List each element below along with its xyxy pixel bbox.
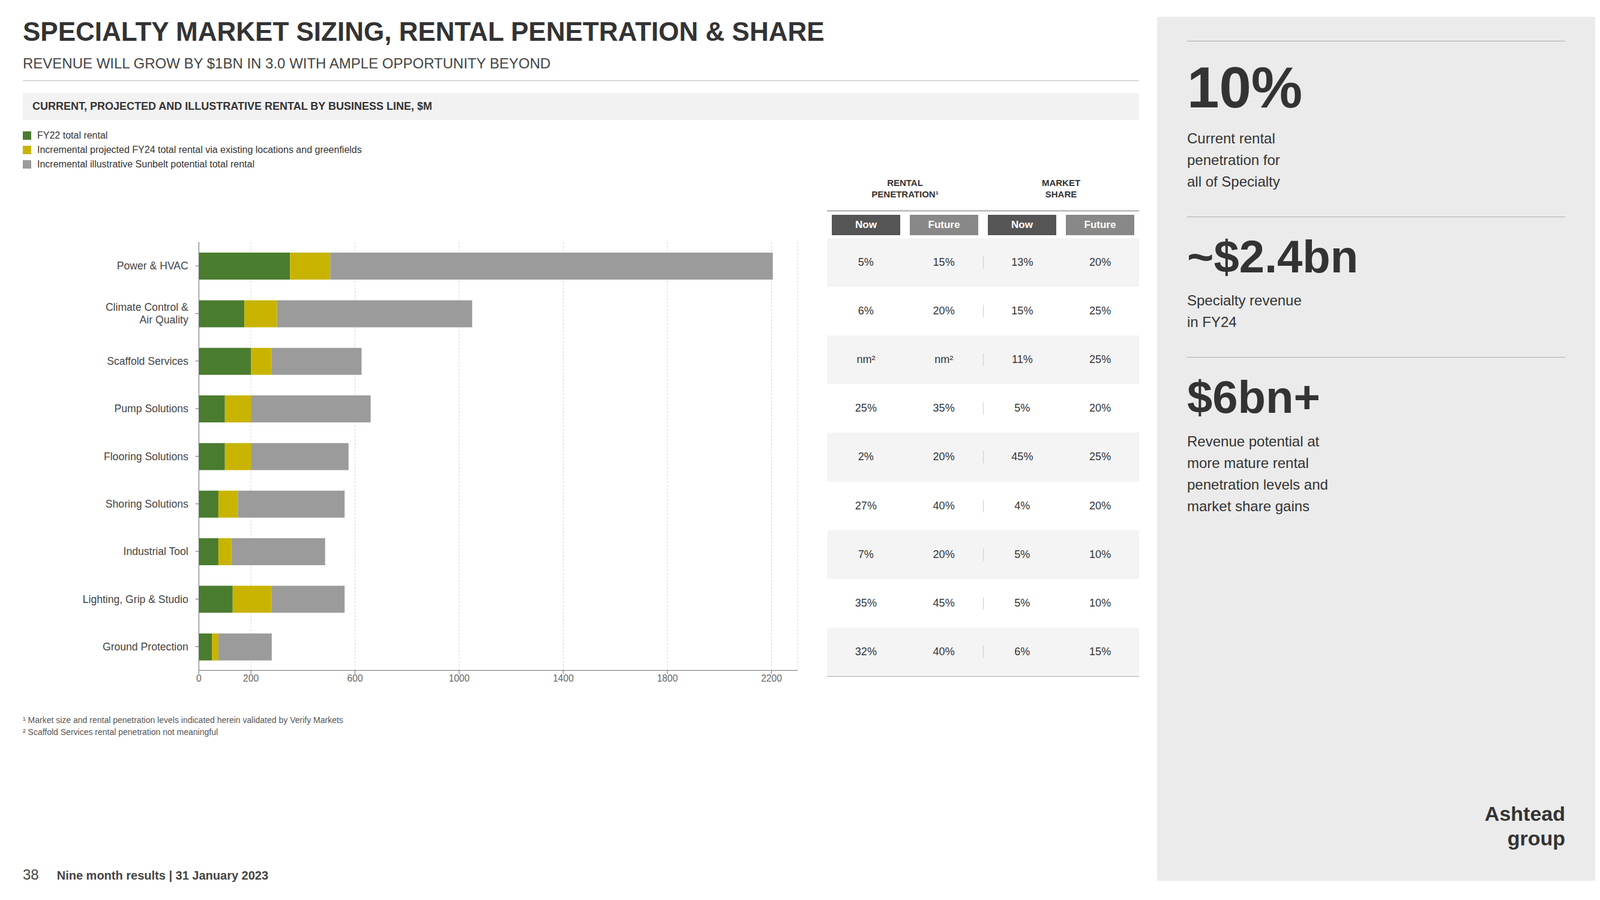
html-text:nm²: nm²: [934, 353, 954, 366]
html-text:6%: 6%: [858, 304, 874, 317]
html-text:$6bn+: $6bn+: [1187, 371, 1321, 423]
svg-text:600: 600: [347, 673, 364, 684]
svg-text:Lighting, Grip & Studio: Lighting, Grip & Studio: [82, 593, 189, 606]
svg-text:2200: 2200: [760, 673, 782, 684]
html-text:38: 38: [22, 866, 39, 883]
html-text:nm²: nm²: [856, 353, 876, 366]
html-text:Incremental projected FY24 tot: Incremental projected FY24 total rental …: [37, 144, 362, 155]
svg-text:Climate Control &Air Quality: Climate Control &Air Quality: [105, 301, 189, 326]
html-text:20%: 20%: [932, 304, 955, 317]
html-text:Ashtead group: Ashtead group: [1484, 802, 1566, 850]
html-text:20%: 20%: [932, 548, 955, 561]
html-text:35%: 35%: [932, 402, 955, 415]
html-text:15%: 15%: [1089, 645, 1111, 658]
svg-text:Power & HVAC: Power & HVAC: [117, 259, 189, 272]
html-text:CURRENT, PROJECTED AND ILLUSTR: CURRENT, PROJECTED AND ILLUSTRATIVE RENT…: [32, 100, 433, 113]
html-text:Nine month results | 31 Januar: Nine month results | 31 January 2023: [56, 869, 269, 883]
html-text:² Scaffold Services rental pen: ² Scaffold Services rental penetration n…: [22, 727, 218, 737]
html-text:20%: 20%: [1089, 402, 1111, 415]
html-text:Future: Future: [1084, 218, 1116, 231]
html-text:Specialty revenue in FY24: Specialty revenue in FY24: [1187, 292, 1302, 331]
html-text:FY22 total rental: FY22 total rental: [37, 130, 108, 141]
svg-text:Scaffold Services: Scaffold Services: [106, 355, 189, 368]
html-text:32%: 32%: [855, 645, 877, 658]
html-text:Now: Now: [855, 218, 877, 231]
html-text:5%: 5%: [858, 256, 874, 269]
html-text:15%: 15%: [1011, 304, 1034, 317]
html-text:Incremental illustrative Sunbe: Incremental illustrative Sunbelt potenti…: [37, 159, 255, 170]
html-text:Now: Now: [1011, 218, 1033, 231]
html-text:¹ Market size and rental penet: ¹ Market size and rental penetration lev…: [22, 715, 344, 725]
html-text:RENTAL PENETRATION¹: RENTAL PENETRATION¹: [871, 177, 939, 200]
html-text:45%: 45%: [1011, 451, 1034, 464]
svg-text:Ground Protection: Ground Protection: [102, 640, 189, 653]
svg-text:200: 200: [243, 673, 259, 684]
html-text:5%: 5%: [1014, 597, 1031, 610]
svg-text:Flooring Solutions: Flooring Solutions: [103, 450, 189, 463]
html-text:6%: 6%: [1014, 645, 1031, 658]
html-text:5%: 5%: [1014, 548, 1031, 561]
html-text:13%: 13%: [1011, 256, 1034, 269]
html-text:REVENUE WILL GROW BY $1BN IN 3: REVENUE WILL GROW BY $1BN IN 3.0 WITH AM…: [22, 55, 551, 72]
svg-text:Pump Solutions: Pump Solutions: [114, 402, 189, 415]
html-text:7%: 7%: [858, 548, 874, 561]
html-text:20%: 20%: [1089, 256, 1111, 269]
html-text:11%: 11%: [1011, 353, 1033, 366]
html-text:~$2.4bn: ~$2.4bn: [1187, 230, 1359, 282]
html-text:4%: 4%: [1014, 499, 1031, 512]
html-text:Current rental penetration for: Current rental penetration for all of Sp…: [1187, 129, 1280, 190]
svg-text:0: 0: [196, 673, 202, 684]
html-text:Future: Future: [928, 218, 960, 231]
html-text:5%: 5%: [1014, 402, 1031, 415]
html-text:20%: 20%: [1089, 499, 1111, 512]
html-text:Revenue potential at more matu: Revenue potential at more mature rental …: [1187, 433, 1329, 515]
svg-text:1400: 1400: [552, 673, 574, 684]
html-text:20%: 20%: [932, 451, 955, 464]
svg-text:Industrial Tool: Industrial Tool: [123, 545, 189, 558]
html-text:2%: 2%: [858, 451, 874, 464]
svg-text:1800: 1800: [657, 673, 679, 684]
html-text:40%: 40%: [932, 499, 955, 512]
html-text:SPECIALTY MARKET SIZING, RENTA: SPECIALTY MARKET SIZING, RENTAL PENETRAT…: [22, 16, 825, 47]
html-text:25%: 25%: [855, 402, 877, 415]
html-text:45%: 45%: [932, 597, 955, 610]
html-text:10%: 10%: [1187, 55, 1303, 120]
html-text:10%: 10%: [1089, 548, 1111, 561]
svg-text:1000: 1000: [448, 673, 470, 684]
html-text:27%: 27%: [855, 499, 877, 512]
html-text:25%: 25%: [1089, 451, 1111, 464]
html-text:40%: 40%: [932, 645, 955, 658]
html-text:10%: 10%: [1089, 597, 1111, 610]
html-text:MARKET SHARE: MARKET SHARE: [1041, 177, 1081, 200]
html-text:15%: 15%: [932, 256, 955, 269]
html-text:25%: 25%: [1089, 353, 1111, 366]
html-text:25%: 25%: [1089, 304, 1111, 317]
svg-text:Shoring Solutions: Shoring Solutions: [105, 498, 189, 511]
html-text:35%: 35%: [855, 597, 877, 610]
